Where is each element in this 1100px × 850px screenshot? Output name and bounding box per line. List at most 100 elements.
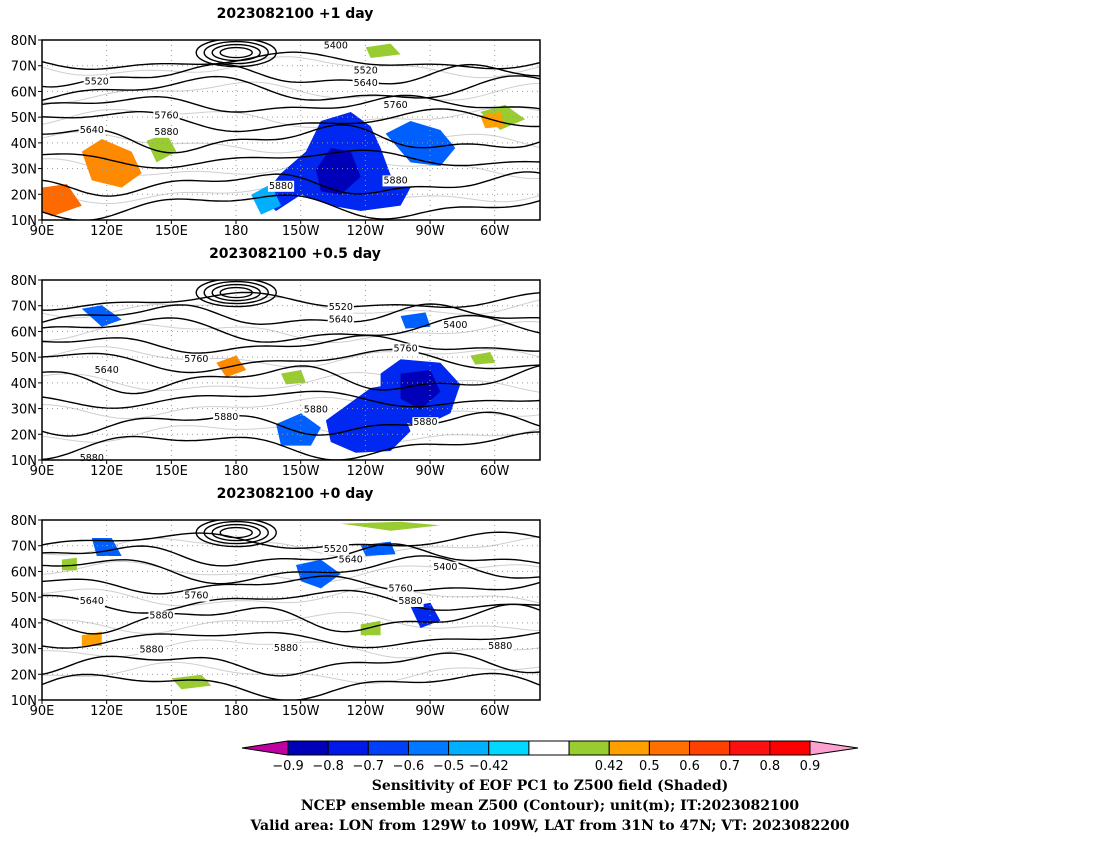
lon-label: 120E — [90, 704, 123, 719]
sensitivity-shading — [276, 413, 321, 446]
sensitivity-shading — [340, 521, 441, 531]
lon-label: 60W — [480, 704, 510, 719]
contour-label: 5640 — [329, 315, 353, 326]
colorbar-swatch — [528, 740, 570, 756]
contour-label-bg — [432, 561, 459, 573]
sensitivity-shading — [281, 370, 306, 385]
z500-contour — [42, 575, 540, 595]
contour-label-bg — [83, 76, 110, 88]
lon-label: 180 — [224, 224, 249, 239]
z500-contour — [42, 631, 540, 649]
contour-label-bg — [267, 180, 295, 192]
lon-label: 90W — [415, 464, 445, 479]
colorbar-label: −0.7 — [353, 759, 385, 774]
lon-label: 120W — [347, 224, 385, 239]
sensitivity-shading — [315, 148, 361, 195]
colorbar-swatch — [367, 740, 409, 756]
coastline — [42, 586, 540, 607]
plot-area — [42, 280, 540, 460]
sensitivity-shading — [42, 184, 82, 217]
colorbar-swatch — [287, 740, 329, 756]
contour-label: 5520 — [329, 302, 353, 313]
colorbar-swatch — [448, 740, 490, 756]
colorbar-swatch — [568, 740, 610, 756]
coastline — [42, 371, 540, 393]
lon-label: 90E — [30, 704, 55, 719]
contour-label-bg — [382, 175, 409, 187]
z500-contour — [195, 520, 277, 548]
contour-label: 5880 — [154, 127, 178, 138]
contour-label-bg — [322, 40, 349, 52]
contour-label: 5520 — [324, 544, 348, 555]
coastline — [42, 106, 540, 128]
z500-contour — [42, 124, 540, 154]
coastline — [42, 536, 540, 559]
sensitivity-shading — [365, 43, 401, 58]
contour-label-bg — [322, 543, 349, 555]
z500-contour — [42, 314, 540, 343]
panel-title: 2023082100 +0.5 day — [209, 246, 381, 262]
z500-contour — [203, 40, 269, 65]
contour-label-bg — [392, 343, 419, 355]
lat-label: 60N — [11, 85, 37, 100]
contour-label: 5880 — [80, 453, 104, 464]
lat-label: 80N — [11, 274, 37, 289]
lat-label: 30N — [11, 643, 37, 658]
sensitivity-shading — [385, 121, 456, 166]
z500-contour — [42, 531, 540, 550]
lat-label: 50N — [11, 351, 37, 366]
z500-contour — [42, 672, 540, 700]
colorbar-label: 0.9 — [800, 759, 821, 774]
sensitivity-shading — [470, 352, 496, 365]
sensitivity-shading — [81, 631, 102, 646]
contour-label: 5880 — [304, 405, 328, 416]
contour-label-bg — [78, 596, 105, 607]
footer-line-2: NCEP ensemble mean Z500 (Contour); unit(… — [300, 798, 800, 814]
z500-contour — [42, 411, 540, 437]
lat-label: 50N — [11, 111, 37, 126]
sensitivity-shading — [81, 305, 122, 327]
contour-label: 5880 — [488, 641, 512, 652]
contour-label-bg — [327, 314, 354, 326]
map-panel-1: 5400552056405760588055205640576058805880… — [11, 34, 541, 239]
contour-label-bg — [183, 590, 210, 602]
plot-frame — [41, 39, 541, 221]
z500-contour — [195, 40, 277, 68]
z500-contour — [42, 543, 540, 567]
z500-contour — [219, 286, 253, 299]
z500-contour — [42, 194, 540, 220]
coastline — [42, 396, 540, 420]
lon-label: 180 — [224, 704, 249, 719]
lat-label: 40N — [11, 617, 37, 632]
lat-label: 10N — [11, 694, 37, 709]
contour-label: 5880 — [398, 596, 422, 607]
contour-label: 5880 — [269, 181, 293, 192]
lon-label: 120W — [347, 464, 385, 479]
contour-label: 5640 — [80, 125, 104, 136]
z500-contour — [42, 75, 540, 102]
sensitivity-shading — [81, 139, 142, 188]
contour-label: 5880 — [274, 643, 298, 654]
contour-label: 5760 — [383, 100, 407, 111]
contour-label: 5520 — [85, 76, 109, 87]
contour-label: 5640 — [95, 365, 119, 376]
lon-label: 90E — [30, 464, 55, 479]
z500-contour — [219, 526, 253, 539]
colorbar-label: 0.8 — [760, 759, 781, 774]
z500-contour — [211, 523, 261, 542]
lon-label: 180 — [224, 464, 249, 479]
colorbar-swatch — [769, 740, 811, 756]
colorbar-swatch — [407, 740, 450, 756]
contour-label-bg — [148, 610, 175, 622]
z500-contour — [211, 43, 261, 62]
colorbar: −0.9 −0.8 −0.7 −0.6 −0.5 −0.42 0.42 0.5 0.6 0.7 0.… — [241, 740, 859, 774]
contour-label: 5400 — [443, 320, 467, 331]
lon-label: 150E — [155, 704, 188, 719]
lat-label: 70N — [11, 300, 37, 315]
plot-frame — [41, 519, 541, 701]
contour-label-bg — [412, 417, 439, 429]
colorbar-label: 0.7 — [719, 759, 740, 774]
colorbar-label: −0.5 — [433, 759, 465, 774]
lat-label: 10N — [11, 214, 37, 229]
